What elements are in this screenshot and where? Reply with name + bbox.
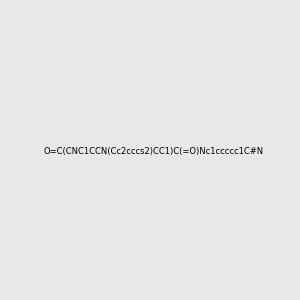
- Text: O=C(CNC1CCN(Cc2cccs2)CC1)C(=O)Nc1ccccc1C#N: O=C(CNC1CCN(Cc2cccs2)CC1)C(=O)Nc1ccccc1C…: [44, 147, 264, 156]
